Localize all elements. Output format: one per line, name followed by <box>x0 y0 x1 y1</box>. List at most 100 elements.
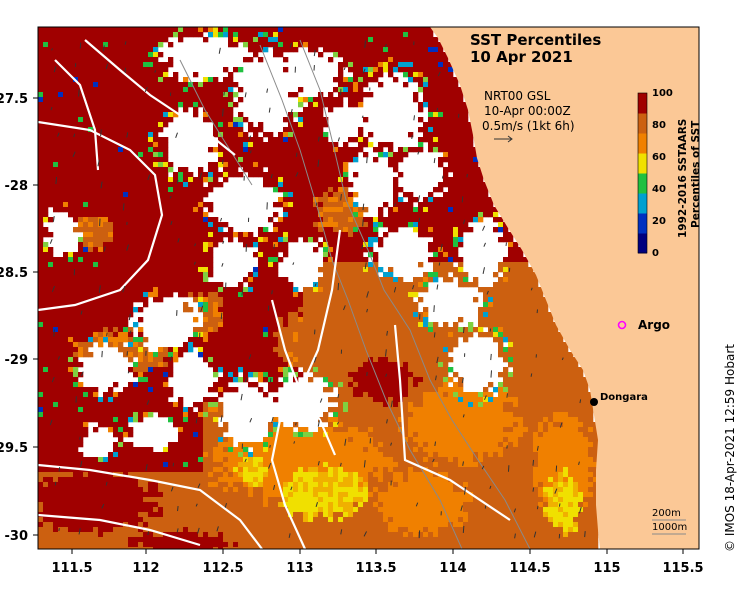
sst-cell <box>83 27 89 33</box>
sst-cell <box>278 232 284 238</box>
sst-cell <box>523 267 529 273</box>
sst-cell <box>168 252 174 258</box>
sst-cell <box>88 132 94 138</box>
sst-cell <box>248 372 254 378</box>
sst-cell <box>138 202 144 208</box>
sst-cell <box>188 237 194 243</box>
sst-cell <box>363 287 369 293</box>
sst-cell <box>368 77 374 83</box>
sst-cell <box>138 367 144 373</box>
sst-cell <box>428 62 434 68</box>
sst-cell <box>443 237 449 243</box>
sst-cell <box>353 192 359 198</box>
sst-cell <box>443 92 449 98</box>
sst-cell <box>378 267 384 273</box>
sst-cell <box>73 377 79 383</box>
sst-cell <box>508 307 514 313</box>
sst-cell <box>503 227 509 233</box>
sst-cell <box>398 47 404 53</box>
sst-cell <box>298 182 304 188</box>
sst-cell <box>83 32 89 38</box>
sst-cell <box>138 102 144 108</box>
sst-cell <box>93 87 99 93</box>
sst-cell <box>413 37 419 43</box>
sst-cell <box>123 57 129 63</box>
sst-cell <box>413 212 419 218</box>
sst-cell <box>428 352 434 358</box>
sst-cell <box>273 342 279 348</box>
sst-cell <box>318 127 324 133</box>
sst-cell <box>358 277 364 283</box>
sst-cell <box>353 387 359 393</box>
sst-cell <box>203 287 209 293</box>
sst-cell <box>78 302 84 308</box>
sst-cell <box>53 77 59 83</box>
sst-cell <box>508 362 514 368</box>
sst-cell <box>43 212 49 218</box>
sst-cell <box>108 47 114 53</box>
sst-cell <box>228 322 234 328</box>
sst-cell <box>58 297 64 303</box>
sst-cell <box>93 297 99 303</box>
sst-cell <box>303 307 309 313</box>
sst-cell <box>383 202 389 208</box>
sst-cell <box>53 202 59 208</box>
sst-cell <box>158 197 164 203</box>
sst-cell <box>253 52 259 58</box>
sst-cell <box>368 62 374 68</box>
sst-cell <box>343 317 349 323</box>
sst-cell <box>448 157 454 163</box>
sst-cell <box>558 382 564 388</box>
sst-cell <box>363 292 369 298</box>
sst-cell <box>468 127 474 133</box>
sst-cell <box>118 52 124 58</box>
sst-cell <box>103 97 109 103</box>
sst-cell <box>193 337 199 343</box>
sst-cell <box>458 187 464 193</box>
sst-cell <box>553 382 559 388</box>
sst-cell <box>78 267 84 273</box>
sst-cell <box>43 107 49 113</box>
sst-cell <box>443 77 449 83</box>
sst-cell <box>503 287 509 293</box>
sst-cell <box>368 227 374 233</box>
sst-cell <box>148 387 154 393</box>
sst-cell <box>318 207 324 213</box>
sst-cell <box>318 27 324 33</box>
sst-cell <box>353 47 359 53</box>
sst-cell <box>328 32 334 38</box>
sst-cell <box>83 72 89 78</box>
sst-cell <box>248 42 254 48</box>
sst-cell <box>443 52 449 58</box>
sst-cell <box>323 247 329 253</box>
sst-cell <box>73 262 79 268</box>
sst-cell <box>288 32 294 38</box>
sst-cell <box>473 212 479 218</box>
sst-cell <box>398 27 404 33</box>
sst-cell <box>123 87 129 93</box>
sst-cell <box>398 42 404 48</box>
sst-cell <box>523 367 529 373</box>
sst-cell <box>93 192 99 198</box>
sst-cell <box>338 82 344 88</box>
sst-cell <box>53 112 59 118</box>
sst-cell <box>148 372 154 378</box>
sst-cell <box>103 122 109 128</box>
sst-cell <box>103 52 109 58</box>
sst-cell <box>543 327 549 333</box>
sst-cell <box>348 237 354 243</box>
sst-cell <box>108 232 114 238</box>
sst-cell <box>203 247 209 253</box>
sst-cell <box>193 212 199 218</box>
sst-cell <box>418 227 424 233</box>
sst-cell <box>298 307 304 313</box>
sst-cell <box>533 332 539 338</box>
sst-cell <box>448 162 454 168</box>
sst-cell <box>403 52 409 58</box>
sst-cell <box>298 222 304 228</box>
sst-cell <box>58 267 64 273</box>
sst-cell <box>518 362 524 368</box>
sst-cell <box>213 27 219 33</box>
sst-cell <box>563 342 569 348</box>
sst-cell <box>78 167 84 173</box>
